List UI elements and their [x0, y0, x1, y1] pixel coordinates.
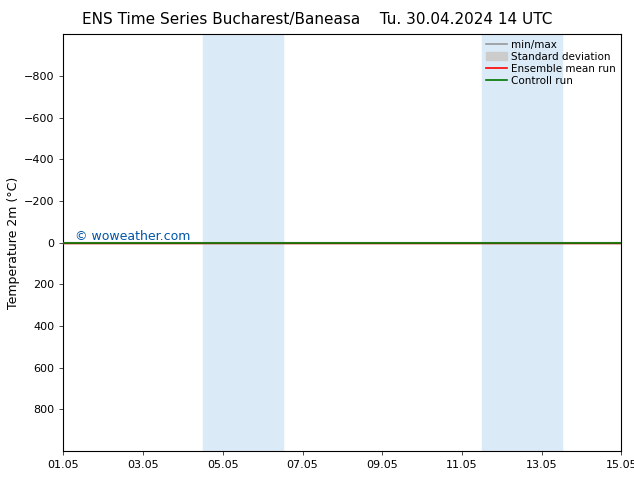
Bar [482, 34, 562, 451]
Y-axis label: Temperature 2m (°C): Temperature 2m (°C) [7, 176, 20, 309]
Legend: min/max, Standard deviation, Ensemble mean run, Controll run: min/max, Standard deviation, Ensemble me… [484, 37, 618, 88]
Text: © woweather.com: © woweather.com [75, 230, 190, 243]
Bar [203, 34, 283, 451]
Text: ENS Time Series Bucharest/Baneasa    Tu. 30.04.2024 14 UTC: ENS Time Series Bucharest/Baneasa Tu. 30… [82, 12, 552, 27]
